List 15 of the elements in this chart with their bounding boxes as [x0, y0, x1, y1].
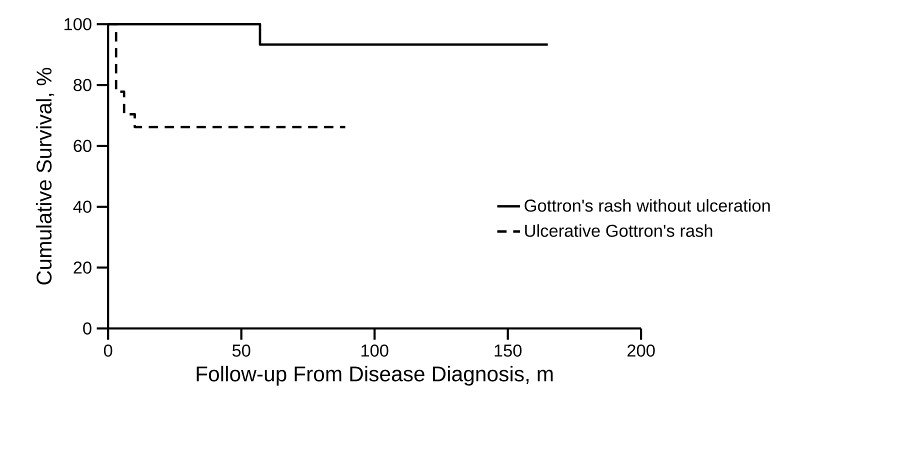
x-tick-label: 0 [104, 344, 112, 357]
y-tick-label: 40 [73, 200, 92, 213]
y-tick-label: 80 [74, 78, 92, 92]
x-tick-label: 50 [232, 344, 250, 357]
x-tick-label: 100 [361, 344, 388, 357]
legend-label: Gottron's rash without ulceration [524, 199, 770, 212]
x-axis-title: Follow-up From Disease Diagnosis, m [196, 366, 553, 386]
x-tick-label: 150 [494, 344, 522, 357]
legend-label: Ulcerative Gottron's rash [525, 224, 712, 237]
y-tick-label: 60 [74, 140, 92, 152]
x-tick-label: 200 [628, 344, 655, 357]
y-axis-title: Cumulative Survival, % [36, 68, 54, 285]
y-tick-label: 100 [64, 18, 92, 30]
y-tick-label: 20 [74, 261, 92, 274]
y-tick-label: 0 [83, 322, 92, 335]
